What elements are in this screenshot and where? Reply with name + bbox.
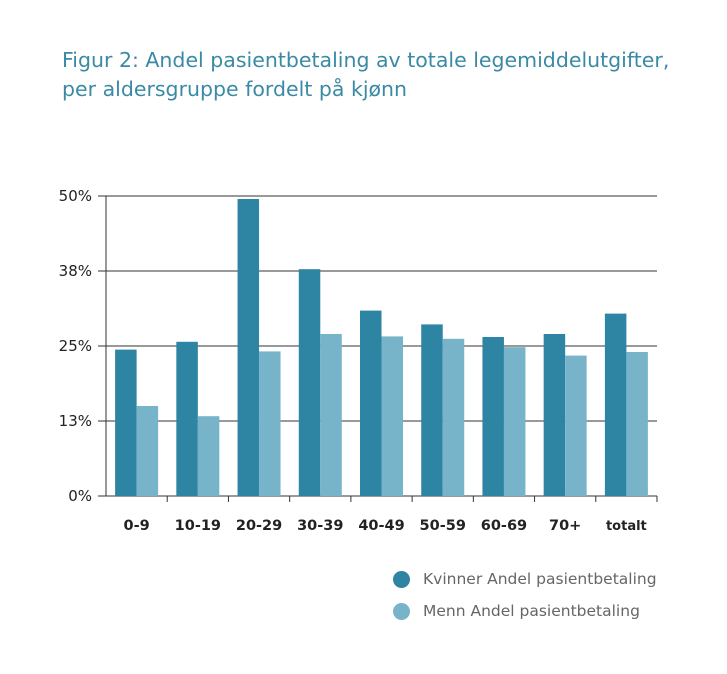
legend-label-kvinner: Kvinner Andel pasientbetaling [423,570,657,588]
x-tick-label: 30-39 [297,518,343,534]
bar-menn-10-19 [197,416,220,496]
bar-menn-50-59 [442,338,465,496]
y-tick-label: 50% [59,187,92,205]
y-tick-label: 0% [68,487,92,505]
x-tick-label: 0-9 [124,518,150,534]
legend-label-menn: Menn Andel pasientbetaling [423,602,640,620]
x-tick-label: 10-19 [175,518,221,534]
bar-kvinner-20-29 [237,199,260,496]
chart-title: Figur 2: Andel pasientbetaling av totale… [62,46,702,104]
x-tick-label: 60-69 [481,518,527,534]
bar-kvinner-60-69 [482,337,504,496]
x-tick-label: 40-49 [358,518,404,534]
bar-kvinner-10-19 [176,341,198,496]
bar-kvinner-70+ [543,334,566,496]
bar-menn-70+ [565,355,587,496]
y-tick-label: 13% [59,412,92,430]
chart-title-line-2: per aldersgruppe fordelt på kjønn [62,77,408,101]
x-tick-label: totalt [606,519,647,534]
x-tick-label: 50-59 [420,518,466,534]
x-tick-label: 20-29 [236,518,282,534]
bar-kvinner-40-49 [360,310,382,496]
bar-kvinner-50-59 [421,324,443,496]
bar-menn-60-69 [503,347,526,496]
bar-menn-0-9 [136,406,159,496]
bar-kvinner-30-39 [298,269,321,496]
x-tick-label: 70+ [549,518,581,534]
legend-swatch-menn [393,602,410,620]
bar-menn-30-39 [320,334,342,496]
y-tick-label: 38% [59,262,92,280]
legend: Kvinner Andel pasientbetaling Menn Andel… [393,563,657,627]
legend-item-menn: Menn Andel pasientbetaling [393,595,657,627]
legend-swatch-kvinner [393,570,410,588]
bar-kvinner-totalt [604,313,627,496]
bar-kvinner-0-9 [115,349,137,496]
y-tick-label: 25% [59,337,92,355]
bar-menn-40-49 [381,336,403,496]
chart-title-line-1: Figur 2: Andel pasientbetaling av totale… [62,48,670,72]
bar-menn-20-29 [259,351,281,496]
bar-menn-totalt [626,352,648,496]
legend-item-kvinner: Kvinner Andel pasientbetaling [393,563,657,595]
